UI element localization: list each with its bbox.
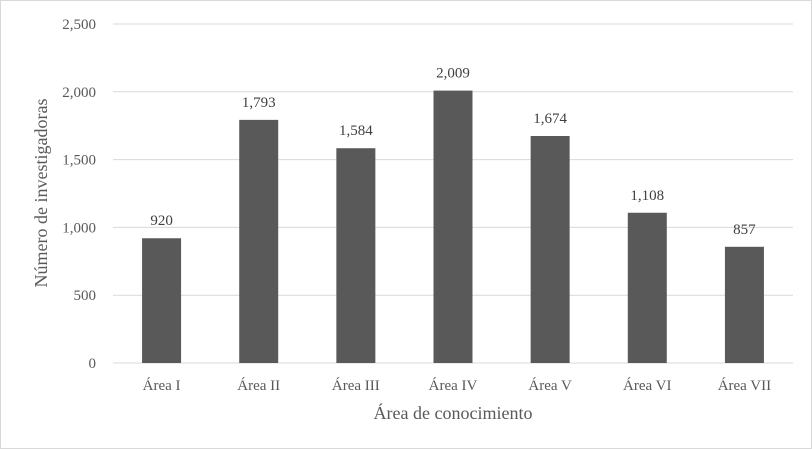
x-tick-label: Área VII: [718, 377, 771, 394]
y-tick-label: 2,500: [62, 17, 96, 33]
y-tick-label: 1,000: [62, 220, 96, 236]
y-tick-label: 2,000: [62, 85, 96, 101]
y-tick-label: 0: [89, 356, 97, 372]
x-tick-label: Área I: [143, 377, 181, 394]
x-tick-label: Área V: [528, 377, 572, 394]
bar: [433, 90, 473, 364]
bar: [142, 238, 182, 363]
bar: [627, 212, 667, 363]
y-tick-label: 500: [74, 288, 97, 304]
x-axis-title: Área de conocimiento: [374, 402, 533, 423]
y-axis-ticks: 0 500 1,000 1,500 2,000 2,500: [62, 17, 96, 372]
bar: [530, 136, 570, 363]
data-label: 1,674: [533, 111, 567, 127]
x-tick-label: Área III: [332, 377, 380, 394]
data-label: 1,108: [630, 188, 664, 204]
bars: [142, 90, 764, 364]
x-axis-ticks: Área I Área II Área III Área IV Área V Área V…: [143, 377, 772, 394]
data-label: 1,793: [242, 95, 276, 111]
y-tick-label: 1,500: [62, 153, 96, 169]
bar: [336, 148, 376, 363]
data-labels: 920 1,793 1,584 2,009 1,674 1,108 857: [150, 66, 756, 238]
y-axis-title: Número de investigadoras: [31, 99, 51, 288]
data-label: 2,009: [436, 66, 470, 82]
x-tick-label: Área IV: [429, 377, 478, 394]
bar: [239, 119, 279, 363]
data-label: 1,584: [339, 123, 373, 139]
data-label: 920: [150, 213, 173, 229]
x-tick-label: Área II: [237, 377, 280, 394]
x-tick-label: Área VI: [623, 377, 671, 394]
bar: [724, 246, 764, 363]
data-label: 857: [733, 222, 756, 238]
